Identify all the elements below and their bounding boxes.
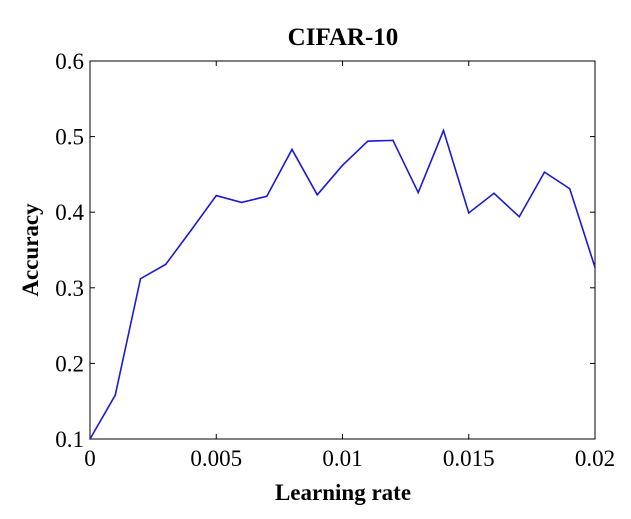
ticks-layer: 0 0.005 0.01 0.015 0.02 0.1 0.2 0.3 0.4 0.5 0.6 xyxy=(55,49,615,471)
series-point xyxy=(493,192,495,195)
y-tick-label: 0.4 xyxy=(55,200,84,225)
series-point xyxy=(114,394,117,396)
series-line xyxy=(89,128,596,440)
series-point xyxy=(518,215,521,218)
x-tick-label: 0.005 xyxy=(190,446,242,471)
x-tick-label: 0.01 xyxy=(322,446,362,471)
x-tick-label: 0 xyxy=(84,446,96,471)
series-point xyxy=(341,164,344,167)
series-point xyxy=(190,229,192,232)
chart-title: CIFAR-10 xyxy=(288,24,399,51)
series-point xyxy=(366,140,369,142)
series-point xyxy=(594,266,596,269)
plot-area-frame xyxy=(89,60,596,440)
series-point xyxy=(139,277,142,280)
y-tick-label: 0.6 xyxy=(55,49,84,74)
series-point xyxy=(467,212,470,214)
series-point xyxy=(291,148,293,151)
series-point xyxy=(215,194,218,197)
series-point xyxy=(316,194,319,196)
x-tick-label: 0.02 xyxy=(575,446,615,471)
y-tick-label: 0.5 xyxy=(55,125,84,150)
x-axis-label: Learning rate xyxy=(275,480,411,505)
series-layer xyxy=(89,128,596,440)
y-tick-label: 0.2 xyxy=(55,351,84,376)
series-point xyxy=(417,191,420,194)
series-point xyxy=(89,438,91,440)
y-tick-label: 0.3 xyxy=(55,276,84,301)
series-point xyxy=(265,195,268,198)
y-tick-label: 0.1 xyxy=(55,427,84,452)
series-point xyxy=(568,187,571,190)
x-tick-label: 0.015 xyxy=(443,446,495,471)
series-point xyxy=(543,171,546,173)
series-point xyxy=(392,139,394,142)
series-point xyxy=(442,129,445,132)
series-point xyxy=(240,201,243,204)
y-axis-label: Accuracy xyxy=(18,203,43,297)
series-point xyxy=(164,263,167,266)
